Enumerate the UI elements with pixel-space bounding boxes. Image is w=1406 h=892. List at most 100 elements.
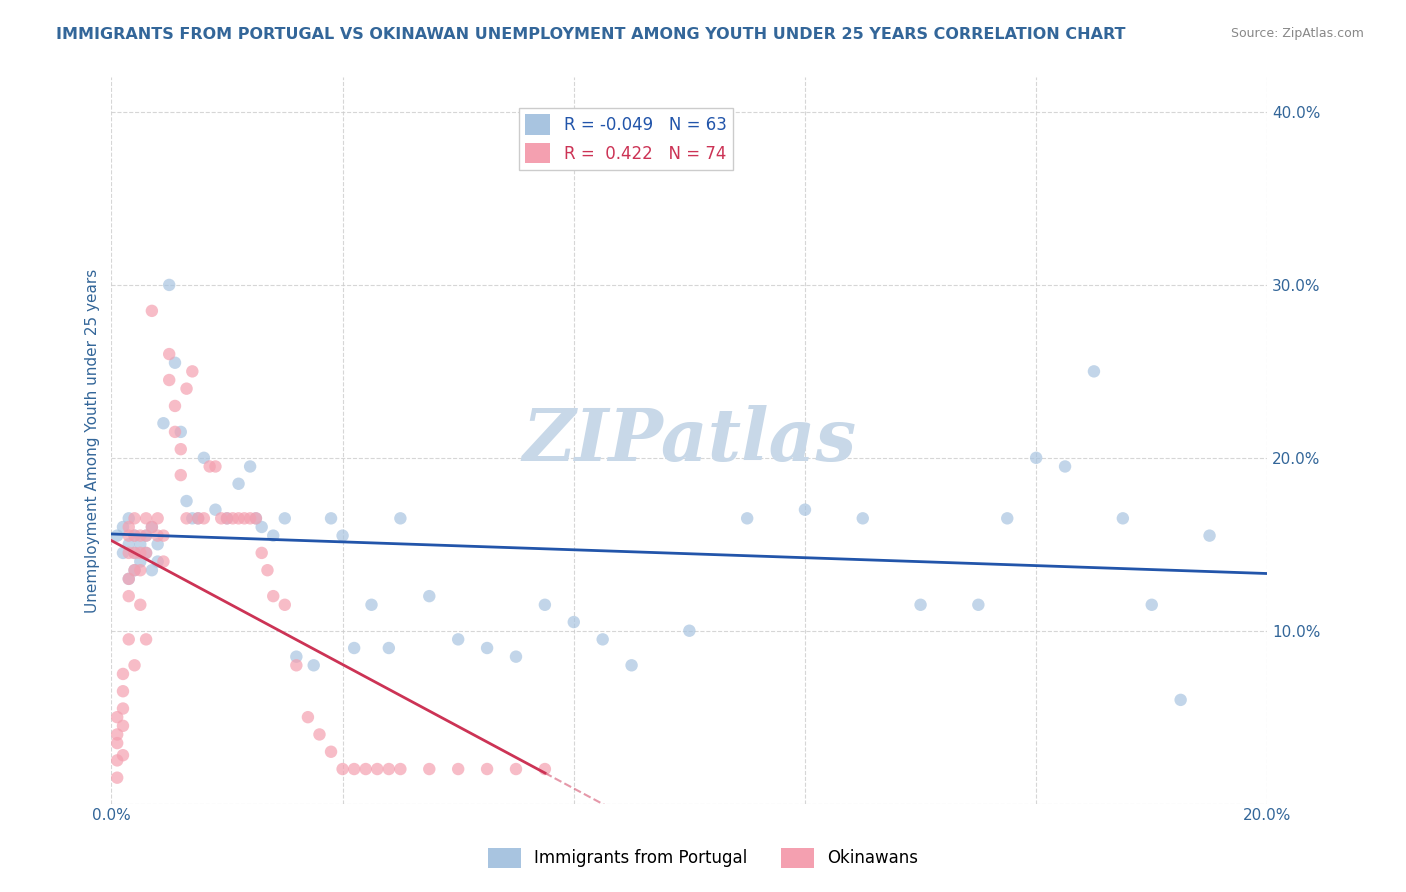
Point xyxy=(967,598,990,612)
Point xyxy=(111,748,134,763)
Legend: R = -0.049   N = 63, R =  0.422   N = 74: R = -0.049 N = 63, R = 0.422 N = 74 xyxy=(519,108,733,169)
Point xyxy=(111,684,134,698)
Point xyxy=(129,598,152,612)
Point xyxy=(228,476,250,491)
Text: Source: ZipAtlas.com: Source: ZipAtlas.com xyxy=(1230,27,1364,40)
Point xyxy=(163,399,186,413)
Point xyxy=(447,762,470,776)
Point xyxy=(135,546,157,560)
Point xyxy=(215,511,238,525)
Point xyxy=(105,736,128,750)
Point xyxy=(1025,450,1047,465)
Point xyxy=(129,555,152,569)
Point xyxy=(360,598,382,612)
Text: IMMIGRANTS FROM PORTUGAL VS OKINAWAN UNEMPLOYMENT AMONG YOUTH UNDER 25 YEARS COR: IMMIGRANTS FROM PORTUGAL VS OKINAWAN UNE… xyxy=(56,27,1126,42)
Point xyxy=(198,459,221,474)
Point xyxy=(124,528,146,542)
Point xyxy=(124,546,146,560)
Point xyxy=(146,511,169,525)
Point xyxy=(475,640,498,655)
Point xyxy=(250,546,273,560)
Point xyxy=(204,502,226,516)
Point xyxy=(124,546,146,560)
Point xyxy=(910,598,932,612)
Point xyxy=(239,511,262,525)
Point xyxy=(124,563,146,577)
Point xyxy=(187,511,209,525)
Point xyxy=(105,528,128,542)
Point xyxy=(124,563,146,577)
Point xyxy=(209,511,232,525)
Point xyxy=(141,520,163,534)
Point xyxy=(181,364,204,378)
Point xyxy=(193,511,215,525)
Point xyxy=(534,762,557,776)
Point xyxy=(124,511,146,525)
Point xyxy=(157,347,180,361)
Point xyxy=(105,710,128,724)
Text: ZIPatlas: ZIPatlas xyxy=(522,405,856,476)
Point xyxy=(129,528,152,542)
Point xyxy=(794,502,817,516)
Point xyxy=(354,762,377,776)
Point xyxy=(343,640,366,655)
Point xyxy=(274,511,297,525)
Point xyxy=(302,658,325,673)
Point xyxy=(118,528,141,542)
Point xyxy=(592,632,614,647)
Point xyxy=(233,511,256,525)
Point xyxy=(215,511,238,525)
Point xyxy=(447,632,470,647)
Point xyxy=(319,511,342,525)
Point xyxy=(118,632,141,647)
Point xyxy=(170,425,193,439)
Point xyxy=(319,745,342,759)
Point xyxy=(262,589,284,603)
Point xyxy=(118,537,141,551)
Point xyxy=(366,762,388,776)
Point xyxy=(111,719,134,733)
Point xyxy=(285,658,308,673)
Point xyxy=(308,727,330,741)
Point xyxy=(262,528,284,542)
Point xyxy=(228,511,250,525)
Point xyxy=(111,520,134,534)
Point xyxy=(170,468,193,483)
Point xyxy=(332,528,354,542)
Point xyxy=(204,459,226,474)
Point xyxy=(141,303,163,318)
Point xyxy=(995,511,1018,525)
Point xyxy=(176,511,198,525)
Point xyxy=(245,511,267,525)
Point xyxy=(1140,598,1163,612)
Point xyxy=(152,528,174,542)
Point xyxy=(285,649,308,664)
Point xyxy=(245,511,267,525)
Point xyxy=(181,511,204,525)
Point xyxy=(678,624,700,638)
Point xyxy=(157,373,180,387)
Point xyxy=(1054,459,1077,474)
Point xyxy=(129,546,152,560)
Point xyxy=(105,753,128,767)
Point xyxy=(152,416,174,430)
Point xyxy=(505,649,527,664)
Point xyxy=(152,555,174,569)
Point xyxy=(418,589,440,603)
Point xyxy=(187,511,209,525)
Point xyxy=(1170,693,1192,707)
Point xyxy=(1198,528,1220,542)
Point xyxy=(141,563,163,577)
Point xyxy=(170,442,193,457)
Point xyxy=(274,598,297,612)
Point xyxy=(176,494,198,508)
Point xyxy=(389,762,412,776)
Point xyxy=(157,277,180,292)
Point xyxy=(505,762,527,776)
Point xyxy=(297,710,319,724)
Point xyxy=(163,356,186,370)
Point xyxy=(735,511,758,525)
Point xyxy=(332,762,354,776)
Point xyxy=(111,701,134,715)
Point xyxy=(129,563,152,577)
